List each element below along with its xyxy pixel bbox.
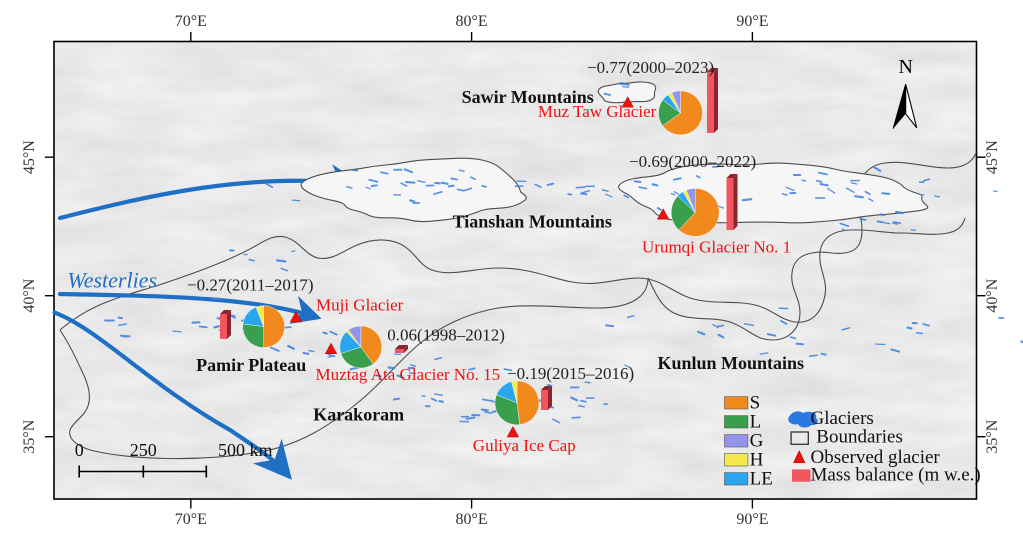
svg-text:Westerlies: Westerlies [67,267,157,292]
svg-text:N: N [898,56,912,78]
svg-text:Mass balance (m w.e.): Mass balance (m w.e.) [811,465,981,486]
svg-text:35°N: 35°N [21,419,38,453]
svg-text:LE: LE [750,469,773,490]
svg-text:Guliya Ice Cap: Guliya Ice Cap [473,436,576,455]
svg-text:40°N: 40°N [984,278,1001,312]
svg-text:−0.77(2000–2023): −0.77(2000–2023) [587,58,714,77]
svg-text:L: L [750,412,762,433]
svg-text:Kunlun Mountains: Kunlun Mountains [658,353,805,373]
svg-text:250: 250 [130,440,157,460]
svg-text:−0.27(2011–2017): −0.27(2011–2017) [187,276,314,295]
svg-text:35°N: 35°N [984,419,1001,453]
svg-text:80°E: 80°E [456,13,488,30]
svg-text:−0.69(2000–2022): −0.69(2000–2022) [629,152,756,171]
svg-text:G: G [750,431,764,452]
svg-text:Muztag Ata Glacier No. 15: Muztag Ata Glacier No. 15 [316,365,501,384]
svg-text:Muz Taw Glacier: Muz Taw Glacier [538,102,657,121]
svg-text:S: S [750,393,761,414]
svg-text:40°N: 40°N [21,278,38,312]
svg-text:Pamir Plateau: Pamir Plateau [196,355,306,375]
svg-text:Muji Glacier: Muji Glacier [316,296,404,315]
svg-text:0.06(1998–2012): 0.06(1998–2012) [387,326,505,345]
svg-text:Tianshan Mountains: Tianshan Mountains [453,212,612,232]
svg-text:Glaciers: Glaciers [811,408,874,429]
svg-text:90°E: 90°E [736,13,768,30]
svg-text:45°N: 45°N [984,140,1001,174]
svg-text:0: 0 [75,440,84,460]
svg-text:H: H [750,450,764,471]
svg-text:70°E: 70°E [175,511,207,528]
svg-text:Urumqi Glacier No. 1: Urumqi Glacier No. 1 [642,237,791,256]
svg-text:−0.19(2015–2016): −0.19(2015–2016) [507,364,634,383]
svg-text:Boundaries: Boundaries [816,427,903,448]
svg-text:90°E: 90°E [736,511,768,528]
svg-text:70°E: 70°E [175,13,207,30]
svg-text:45°N: 45°N [21,140,38,174]
svg-text:80°E: 80°E [456,511,488,528]
svg-text:Karakoram: Karakoram [313,405,404,425]
svg-text:500 km: 500 km [218,440,273,460]
